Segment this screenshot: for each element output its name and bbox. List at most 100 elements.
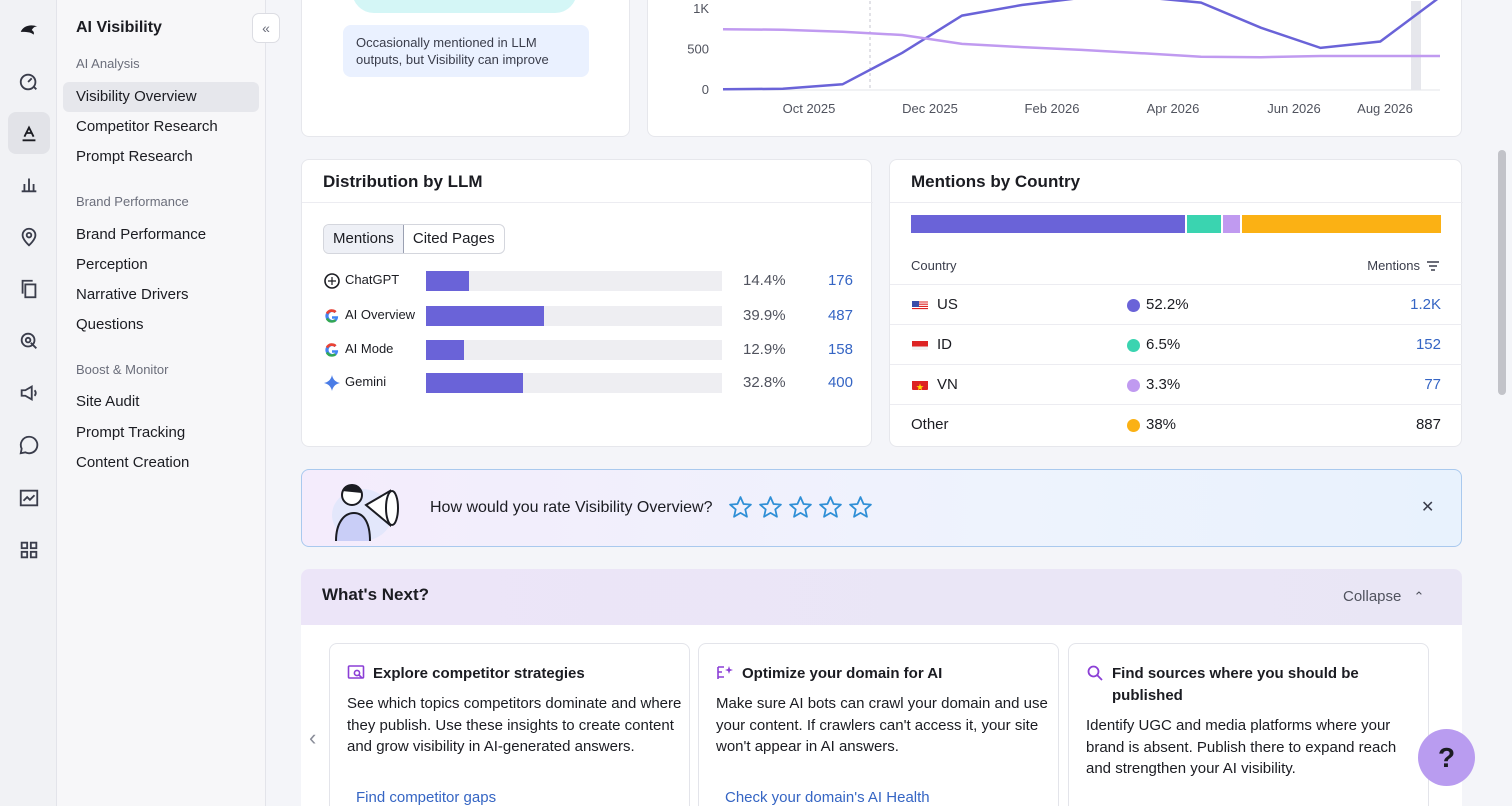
country-card: Mentions by Country Country Mentions US 5… [889,159,1463,447]
country-percentage: 52.2% [1146,296,1189,313]
sidebar-item-narrative-drivers[interactable]: Narrative Drivers [76,286,189,303]
country-card-title: Mentions by Country [911,172,1081,191]
x-tick-label: Aug 2026 [1357,101,1413,116]
collapse-icon: ⌃ [1413,589,1425,604]
llm-row[interactable]: Gemini 32.8% 400 [323,372,853,394]
country-name: VN [937,376,958,393]
gauge-icon[interactable] [8,61,50,103]
sidebar: AI Visibility « AI Analysis Visibility O… [57,0,280,806]
country-mentions-value: 887 [1415,416,1441,433]
llm-row[interactable]: ChatGPT 14.4% 176 [323,270,853,292]
star-icon[interactable] [848,495,873,520]
google-icon [323,307,341,325]
country-color-dot [1127,419,1140,432]
card-title: Explore competitor strategies [373,665,585,682]
country-mentions-value[interactable]: 1.2K [1410,296,1441,313]
collapse-button[interactable]: Collapse ⌃ [1343,588,1424,605]
column-header-country: Country [911,258,957,273]
star-icon[interactable] [728,495,753,520]
help-button[interactable]: ? [1418,729,1475,786]
sidebar-group-ai-analysis: AI Analysis [76,56,140,71]
whats-next-title: What's Next? [322,585,429,604]
llm-distribution-card: Distribution by LLM Mentions Cited Pages… [301,159,873,447]
sidebar-item-visibility-overview[interactable]: Visibility Overview [63,82,259,112]
apps-grid-icon[interactable] [8,529,50,571]
tab-cited-pages[interactable]: Cited Pages [412,230,495,247]
llm-count-link[interactable]: 400 [827,374,853,391]
card-link[interactable]: Check your domain's AI Health [725,789,930,806]
llm-bar [426,271,469,291]
card-link[interactable]: Find competitor gaps [356,789,497,806]
country-color-dot [1127,299,1140,312]
llm-count-link[interactable]: 158 [827,341,853,358]
card-body: Identify UGC and media platforms where y… [1086,717,1397,777]
llm-bar [426,340,465,360]
close-icon[interactable]: ✕ [1421,499,1435,516]
llm-card-title: Distribution by LLM [323,172,483,191]
sidebar-item-prompt-tracking[interactable]: Prompt Tracking [76,424,186,441]
whats-next-header: What's Next? Collapse ⌃ [301,569,1462,625]
chat-bubble-icon[interactable] [8,424,50,466]
star-icon[interactable] [788,495,813,520]
country-row[interactable]: VN 3.3% 77 [890,364,1462,404]
country-row[interactable]: ID 6.5% 152 [890,324,1462,364]
sidebar-group-brand-performance: Brand Performance [76,194,189,209]
column-header-mentions[interactable]: Mentions [1367,258,1420,273]
megaphone-icon[interactable] [8,372,50,414]
hover-band [1411,1,1421,90]
country-row[interactable]: US 52.2% 1.2K [890,284,1462,324]
card-title: Optimize your domain for AI [742,665,943,682]
country-percentage: 6.5% [1146,336,1181,353]
country-mentions-value[interactable]: 152 [1415,336,1441,353]
llm-bar-track [426,271,722,291]
sidebar-title: AI Visibility [76,19,162,36]
llm-row[interactable]: AI Mode 12.9% 158 [323,339,853,361]
visibility-illustration [352,0,577,13]
country-row[interactable]: Other 38% 887 [890,404,1462,444]
pages-icon[interactable] [8,268,50,310]
sidebar-item-brand-performance[interactable]: Brand Performance [76,226,207,243]
chevron-left-icon[interactable]: ‹ [309,725,317,750]
llm-bar [426,306,545,326]
sort-icon[interactable] [1426,260,1440,272]
sidebar-item-prompt-research[interactable]: Prompt Research [76,148,193,165]
sidebar-item-content-creation[interactable]: Content Creation [76,454,190,471]
location-pin-icon[interactable] [8,216,50,258]
ai-visibility-icon[interactable] [8,112,50,154]
llm-count-link[interactable]: 487 [827,307,853,324]
country-stacked-bar [911,215,1441,233]
whats-next-section: What's Next? Collapse ⌃ ‹ Explore compet… [301,569,1462,806]
trend-chart-icon[interactable] [8,477,50,519]
llm-count-link[interactable]: 176 [827,272,853,289]
sidebar-item-competitor-research[interactable]: Competitor Research [76,118,218,135]
x-tick-label: Feb 2026 [1025,101,1080,116]
sidebar-item-perception[interactable]: Perception [76,256,148,273]
star-icon[interactable] [818,495,843,520]
x-tick-label: Jun 2026 [1267,101,1321,116]
sparkle-optimize-icon [716,664,734,682]
llm-percentage: 39.9% [743,307,786,324]
sidebar-item-questions[interactable]: Questions [76,316,144,333]
tab-mentions[interactable]: Mentions [324,225,404,253]
logo-icon[interactable] [8,10,50,52]
llm-row[interactable]: AI Overview 39.9% 487 [323,305,853,327]
visibility-tip: Occasionally mentioned in LLM outputs, b… [343,25,589,77]
star-icon[interactable] [758,495,783,520]
llm-tab-switch: Mentions Cited Pages [323,224,505,254]
llm-bar-track [426,306,722,326]
country-name: ID [937,336,952,353]
scrollbar[interactable] [1498,150,1506,395]
llm-name: AI Overview [345,307,416,322]
double-chevron-left-icon[interactable]: « [252,13,280,43]
llm-percentage: 14.4% [743,272,786,289]
sidebar-group-boost-monitor: Boost & Monitor [76,362,169,377]
llm-bar-track [426,340,722,360]
bar-chart-icon[interactable] [8,163,50,205]
competitor-search-icon [347,664,365,682]
y-tick-label: 1K [693,1,709,16]
country-mentions-value[interactable]: 77 [1424,376,1441,393]
country-percentage: 3.3% [1146,376,1181,393]
target-cursor-icon[interactable] [8,320,50,362]
vn-flag-icon [912,379,928,390]
sidebar-item-site-audit[interactable]: Site Audit [76,393,140,410]
